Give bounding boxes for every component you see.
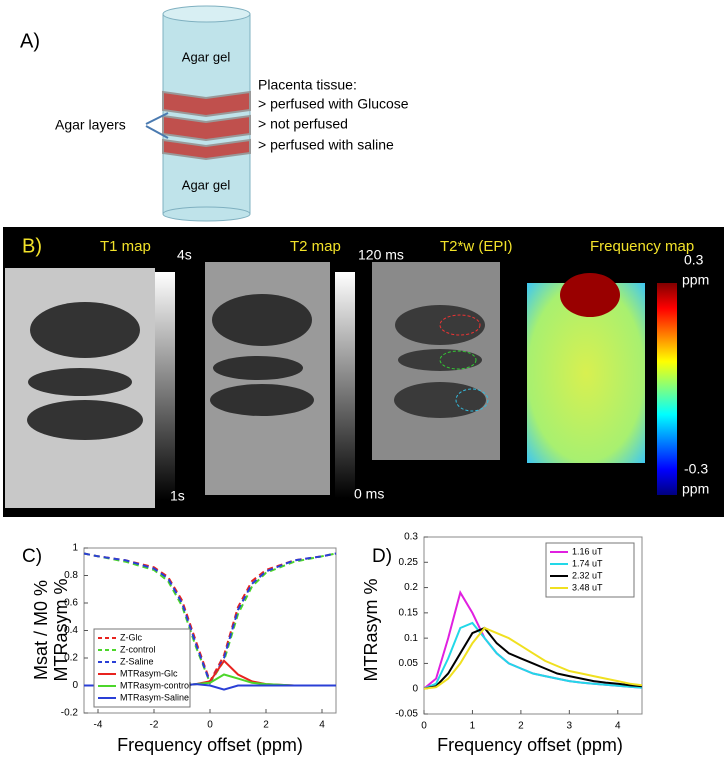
y-axis-label: MTRasym % xyxy=(361,579,381,682)
x-tick-label: 0 xyxy=(421,721,427,732)
layer-label: Agar gel xyxy=(182,177,231,192)
y-tick-label: 0.2 xyxy=(404,582,418,593)
x-tick-label: -4 xyxy=(94,720,103,731)
legend-label: Z-Saline xyxy=(120,656,154,666)
tissue-item: > perfused with Glucose xyxy=(258,96,409,112)
x-tick-label: 2 xyxy=(518,721,524,732)
legend-label: 1.16 uT xyxy=(572,546,603,556)
tissue-layer xyxy=(162,114,251,142)
colorbar-label: -0.3 xyxy=(684,461,708,477)
y-tick-label: 0.3 xyxy=(404,532,418,543)
cylinder-base xyxy=(162,206,251,222)
t1-image xyxy=(5,268,175,508)
x-tick-label: 2 xyxy=(263,720,269,731)
series-line xyxy=(423,621,643,690)
x-tick-label: 0 xyxy=(207,720,213,731)
colorbar-label: 0.3 xyxy=(684,252,704,268)
colorbar-label: 0 ms xyxy=(354,486,384,502)
y-axis-label: Msat / M0 % xyxy=(31,580,51,680)
x-tick-label: -2 xyxy=(150,720,159,731)
map-title: T2*w (EPI) xyxy=(440,238,513,255)
agar-layers-label: Agar layers xyxy=(55,117,126,133)
y-tick-label: 0.05 xyxy=(399,658,419,669)
y-tick-label: 0.25 xyxy=(399,557,419,568)
legend-label: MTRasym-Glc xyxy=(120,668,178,678)
tissue-item: > not perfused xyxy=(258,116,348,132)
panel-a: A) Agar gel Agar gel Agar layers Placent… xyxy=(20,5,409,222)
map-title: Frequency map xyxy=(590,238,694,255)
panel-label: A) xyxy=(20,30,40,52)
y-axis-label: MTRasym % xyxy=(51,579,71,682)
legend-box xyxy=(93,628,191,708)
colorbar-label: 4s xyxy=(177,247,192,263)
x-axis-label: Frequency offset (ppm) xyxy=(437,735,623,755)
legend-label: 2.32 uT xyxy=(572,570,603,580)
panel-b: B) T1 map T2 map T2*w (EPI) Frequency ma… xyxy=(3,227,724,517)
y-tick-label: 0 xyxy=(72,680,78,691)
y-tick-label: 0.2 xyxy=(64,653,78,664)
x-tick-label: 1 xyxy=(470,721,476,732)
frequency-image xyxy=(527,273,677,495)
y-tick-label: 1 xyxy=(72,543,78,554)
y-tick-label: 0 xyxy=(412,683,418,694)
tissue-layer xyxy=(162,138,251,161)
y-tick-label: -0.05 xyxy=(395,709,418,720)
y-tick-label: 0.4 xyxy=(64,625,78,636)
y-tick-label: 0.1 xyxy=(404,633,418,644)
y-tick-label: -0.2 xyxy=(61,708,79,719)
x-axis-label: Frequency offset (ppm) xyxy=(117,735,303,755)
tissue-title: Placenta tissue: xyxy=(258,77,357,93)
series-line xyxy=(423,626,643,690)
y-tick-label: 0.6 xyxy=(64,598,78,609)
map-title: T2 map xyxy=(290,238,341,255)
legend-label: 3.48 uT xyxy=(572,582,603,592)
panel-label: B) xyxy=(22,235,42,257)
panel-label: D) xyxy=(372,546,392,567)
y-tick-label: 0.8 xyxy=(64,570,78,581)
map-title: T1 map xyxy=(100,238,151,255)
legend-label: 1.74 uT xyxy=(572,558,603,568)
x-tick-label: 4 xyxy=(615,721,621,732)
epi-image xyxy=(372,262,500,460)
layer-label: Agar gel xyxy=(182,49,231,64)
x-tick-label: 3 xyxy=(567,721,573,732)
legend-label: Z-control xyxy=(120,644,156,654)
arrow xyxy=(145,112,169,139)
legend-label: Z-Glc xyxy=(120,632,142,642)
x-tick-label: 4 xyxy=(319,720,325,731)
series-line xyxy=(423,626,643,690)
panel-label: C) xyxy=(22,546,42,567)
cylinder-top xyxy=(162,5,251,23)
colorbar-label: 120 ms xyxy=(358,247,404,263)
colorbar-label: ppm xyxy=(682,481,709,497)
tissue-item: > perfused with saline xyxy=(258,137,394,153)
colorbar-label: ppm xyxy=(682,272,709,288)
legend-label: MTRasym-Saline xyxy=(120,692,189,702)
legend-label: MTRasym-control xyxy=(120,680,191,690)
y-tick-label: 0.15 xyxy=(399,607,419,618)
tissue-layer xyxy=(162,90,251,118)
t2-image xyxy=(205,262,355,498)
colorbar-label: 1s xyxy=(170,488,185,504)
